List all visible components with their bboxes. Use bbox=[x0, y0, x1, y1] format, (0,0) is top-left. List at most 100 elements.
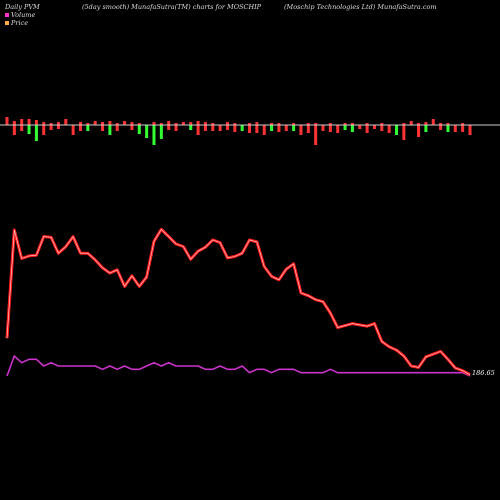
pvm-bar-up bbox=[42, 122, 46, 125]
pvm-bar-up bbox=[431, 119, 435, 125]
pvm-bar-down bbox=[12, 125, 16, 135]
pvm-bar-down bbox=[233, 125, 237, 132]
pvm-bar-down bbox=[306, 125, 310, 133]
pvm-bar-up bbox=[137, 123, 141, 125]
pvm-bar-up bbox=[159, 123, 163, 125]
pvm-bar-up bbox=[343, 123, 347, 125]
pvm-bar-up bbox=[181, 122, 185, 125]
pvm-bar-down bbox=[34, 125, 38, 141]
pvm-bars bbox=[5, 117, 472, 145]
pvm-bar-down bbox=[380, 125, 384, 131]
pvm-bar-down bbox=[255, 125, 259, 133]
pvm-bar-up bbox=[64, 119, 68, 125]
pvm-bar-down bbox=[71, 125, 75, 135]
chart-header-left: Daily PVM bbox=[5, 3, 40, 11]
pvm-bar-down bbox=[336, 125, 340, 133]
pvm-bar-up bbox=[167, 121, 171, 125]
pvm-bar-up bbox=[174, 123, 178, 125]
pvm-bar-down bbox=[42, 125, 46, 135]
pvm-bar-down bbox=[20, 125, 24, 131]
volume-line bbox=[6, 355, 471, 377]
pvm-bar-down bbox=[86, 125, 90, 131]
pvm-bar-up bbox=[292, 123, 296, 125]
pvm-bar-up bbox=[130, 122, 134, 125]
pvm-bar-up bbox=[56, 122, 60, 125]
pvm-bar-down bbox=[328, 125, 332, 132]
pvm-bar-down bbox=[439, 125, 443, 130]
pvm-bar-up bbox=[248, 123, 252, 125]
pvm-bar-down bbox=[461, 125, 465, 132]
pvm-bar-down bbox=[167, 125, 171, 130]
price-layer bbox=[5, 227, 471, 377]
pvm-bar-down bbox=[350, 125, 354, 132]
pvm-bar-down bbox=[101, 125, 105, 131]
pvm-bar-down bbox=[115, 125, 119, 131]
pvm-bar-up bbox=[365, 123, 369, 125]
pvm-bar-up bbox=[424, 122, 428, 125]
pvm-bar-down bbox=[137, 125, 141, 134]
pvm-bar-up bbox=[34, 120, 38, 125]
price-end-label: 186.65 bbox=[472, 369, 495, 377]
pvm-bar-up bbox=[152, 122, 156, 125]
pvm-bar-up bbox=[417, 123, 421, 125]
pvm-bar-up bbox=[5, 117, 9, 125]
pvm-bar-up bbox=[196, 121, 200, 125]
volume-layer bbox=[6, 355, 471, 377]
pvm-bar-up bbox=[439, 123, 443, 125]
pvm-bar-down bbox=[211, 125, 215, 131]
pvm-bar-up bbox=[12, 121, 16, 125]
pvm-bar-down bbox=[56, 125, 60, 129]
pvm-bar-up bbox=[350, 123, 354, 125]
pvm-bar-up bbox=[409, 121, 413, 125]
pvm-bar-down bbox=[262, 125, 266, 135]
pvm-bar-down bbox=[218, 125, 222, 131]
legend-volume-swatch bbox=[5, 13, 9, 17]
pvm-bar-down bbox=[358, 125, 362, 129]
pvm-bar-up bbox=[78, 122, 82, 125]
price-line-highlight bbox=[6, 229, 471, 375]
pvm-bar-down bbox=[417, 125, 421, 137]
pvm-bar-up bbox=[93, 121, 97, 125]
pvm-bar-up bbox=[27, 119, 31, 125]
pvm-bar-down bbox=[292, 125, 296, 131]
pvm-bar-up bbox=[189, 122, 193, 125]
pvm-bar-down bbox=[248, 125, 252, 133]
pvm-bar-up bbox=[101, 122, 105, 125]
pvm-bar-down bbox=[314, 125, 318, 145]
pvm-bar-down bbox=[277, 125, 281, 132]
pvm-bar-down bbox=[196, 125, 200, 135]
pvm-bar-up bbox=[461, 123, 465, 125]
pvm-bar-up bbox=[86, 123, 90, 125]
pvm-bar-down bbox=[395, 125, 399, 135]
pvm-bar-up bbox=[123, 121, 127, 125]
pvm-bar-up bbox=[380, 123, 384, 125]
pvm-bar-up bbox=[255, 122, 259, 125]
chart-header-company: (Moschip Technologies Ltd) MunafaSutra.c… bbox=[284, 3, 437, 11]
pvm-bar-up bbox=[20, 119, 24, 125]
pvm-bar-up bbox=[211, 123, 215, 125]
pvm-bar-down bbox=[130, 125, 134, 130]
pvm-bar-down bbox=[365, 125, 369, 133]
pvm-bar-down bbox=[372, 125, 376, 129]
pvm-bar-down bbox=[108, 125, 112, 135]
pvm-bar-down bbox=[453, 125, 457, 132]
pvm-bar-down bbox=[446, 125, 450, 132]
pvm-bar-down bbox=[145, 125, 149, 138]
chart-header-title: (5day smooth) MunafaSutra(TM) charts for… bbox=[82, 3, 262, 11]
pvm-bar-down bbox=[468, 125, 472, 135]
pvm-bar-down bbox=[402, 125, 406, 140]
pvm-bar-down bbox=[225, 125, 229, 130]
legend-volume: Volume bbox=[5, 11, 35, 19]
pvm-bar-up bbox=[225, 122, 229, 125]
pvm-bar-down bbox=[321, 125, 325, 131]
pvm-bar-up bbox=[328, 123, 332, 125]
pvm-bar-up bbox=[277, 123, 281, 125]
pvm-bar-down bbox=[174, 125, 178, 131]
pvm-bar-down bbox=[424, 125, 428, 132]
pvm-bar-down bbox=[284, 125, 288, 131]
legend-price-label: Price bbox=[11, 19, 29, 27]
price-line bbox=[5, 227, 471, 377]
pvm-bar-up bbox=[115, 123, 119, 125]
pvm-bar-up bbox=[402, 123, 406, 125]
